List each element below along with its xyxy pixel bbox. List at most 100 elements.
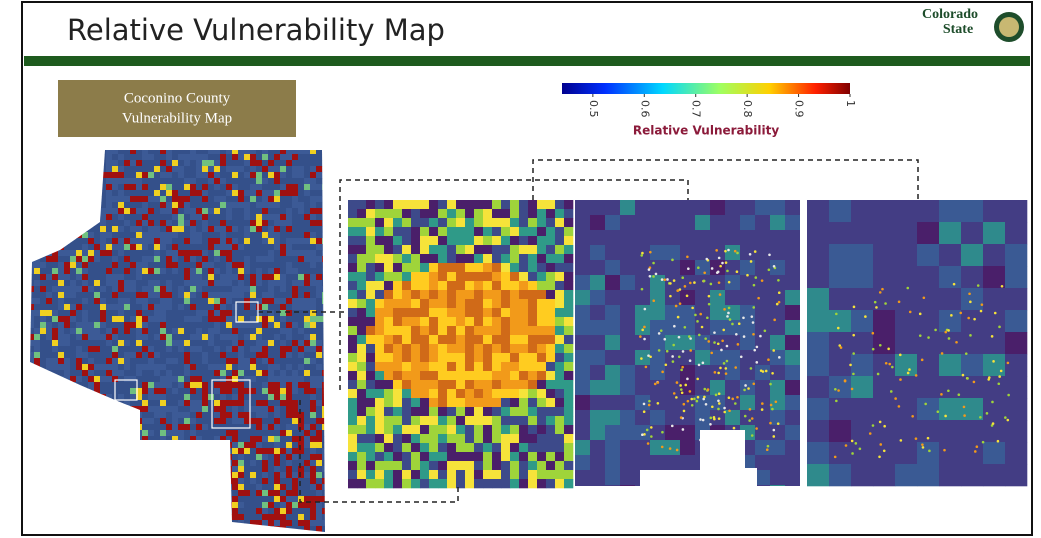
map-cell — [501, 218, 511, 228]
map-cell — [118, 286, 125, 293]
map-cell — [76, 316, 83, 323]
map-cell — [154, 262, 161, 269]
map-cell — [166, 286, 173, 293]
map-cell — [58, 274, 65, 281]
map-cell — [268, 466, 275, 473]
map-cell — [807, 266, 830, 289]
map-cell — [202, 364, 209, 371]
map-dot — [656, 381, 660, 384]
map-cell — [286, 490, 293, 497]
map-cell — [366, 461, 376, 471]
map-cell — [196, 160, 203, 167]
map-dot — [672, 392, 676, 395]
map-cell — [88, 280, 95, 287]
map-cell — [770, 290, 786, 306]
map-cell — [256, 196, 263, 203]
map-cell — [447, 317, 457, 327]
map-dot — [767, 358, 770, 362]
map-cell — [166, 394, 173, 401]
map-cell — [447, 272, 457, 282]
map-cell — [280, 310, 287, 317]
map-cell — [34, 358, 41, 365]
map-cell — [298, 454, 305, 461]
map-cell — [322, 388, 325, 395]
map-cell — [232, 262, 239, 269]
map-cell — [438, 353, 448, 363]
map-cell — [366, 371, 376, 381]
map-cell — [375, 254, 385, 264]
map-cell — [280, 184, 287, 191]
map-cell — [519, 344, 529, 354]
map-cell — [172, 430, 179, 437]
map-cell — [298, 442, 305, 449]
map-cell — [226, 196, 233, 203]
map-cell — [274, 274, 281, 281]
map-cell — [118, 364, 125, 371]
map-cell — [316, 226, 323, 233]
map-cell — [76, 280, 83, 287]
map-cell — [262, 430, 269, 437]
map-cell — [256, 454, 263, 461]
map-cell — [851, 376, 874, 399]
map-cell — [456, 416, 466, 426]
map-cell — [202, 346, 209, 353]
map-cell — [136, 196, 143, 203]
map-cell — [740, 200, 756, 216]
map-cell — [190, 154, 197, 161]
map-cell — [740, 410, 756, 426]
map-cell — [196, 250, 203, 257]
map-cell — [725, 215, 741, 231]
map-cell — [166, 406, 173, 413]
map-cell — [492, 290, 502, 300]
map-cell — [94, 304, 101, 311]
map-dot — [685, 294, 689, 298]
map-cell — [124, 298, 131, 305]
map-cell — [130, 214, 137, 221]
map-cell — [64, 322, 71, 329]
map-cell — [286, 322, 293, 329]
map-cell — [250, 208, 257, 215]
map-cell — [196, 376, 203, 383]
map-cell — [292, 406, 299, 413]
map-cell — [250, 370, 257, 377]
map-cell — [196, 346, 203, 353]
map-cell — [961, 354, 984, 377]
map-cell — [172, 202, 179, 209]
map-cell — [202, 160, 209, 167]
map-cell — [196, 190, 203, 197]
map-cell — [286, 496, 293, 503]
map-cell — [112, 346, 119, 353]
map-cell — [70, 370, 77, 377]
map-dot — [681, 365, 684, 369]
map-cell — [100, 238, 107, 245]
map-cell — [483, 299, 493, 309]
map-cell — [40, 316, 47, 323]
map-dot — [647, 403, 651, 407]
map-cell — [70, 286, 77, 293]
map-cell — [635, 395, 651, 411]
map-cell — [190, 394, 197, 401]
map-cell — [310, 214, 317, 221]
map-cell — [190, 298, 197, 305]
map-cell — [983, 354, 1006, 377]
map-cell — [402, 470, 412, 480]
map-cell — [292, 226, 299, 233]
map-cell — [160, 250, 167, 257]
map-dot — [837, 389, 840, 392]
map-cell — [322, 454, 325, 461]
map-cell — [298, 334, 305, 341]
map-cell — [190, 346, 197, 353]
map-cell — [456, 470, 466, 480]
map-cell — [298, 214, 305, 221]
map-dot — [723, 406, 726, 410]
map-cell — [30, 262, 35, 269]
map-cell — [375, 200, 385, 210]
map-cell — [829, 398, 852, 421]
map-cell — [196, 424, 203, 431]
map-cell — [447, 479, 457, 489]
map-cell — [262, 154, 269, 161]
map-cell — [244, 316, 251, 323]
map-cell — [402, 272, 412, 282]
map-cell — [214, 364, 221, 371]
map-cell — [64, 286, 71, 293]
